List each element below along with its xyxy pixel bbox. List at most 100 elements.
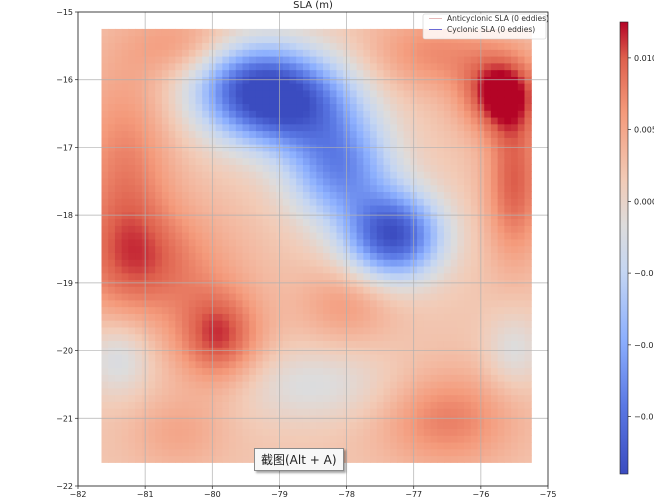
heatmap-cell: [296, 435, 304, 443]
heatmap-cell: [202, 387, 210, 396]
heatmap-cell: [517, 320, 526, 328]
heatmap-cell: [390, 150, 398, 159]
heatmap-cell: [376, 353, 385, 362]
heatmap-cell: [390, 293, 398, 301]
heatmap-cell: [302, 69, 311, 77]
heatmap-cell: [161, 313, 170, 321]
heatmap-cell: [175, 177, 183, 186]
heatmap-cell: [135, 374, 143, 382]
heatmap-cell: [316, 56, 324, 64]
heatmap-cell: [262, 62, 270, 71]
heatmap-cell: [370, 116, 378, 125]
heatmap-cell: [450, 374, 458, 382]
heatmap-cell: [423, 157, 432, 165]
heatmap-cell: [121, 130, 129, 138]
heatmap-cell: [175, 204, 183, 213]
heatmap-cell: [175, 171, 183, 179]
heatmap-cell: [108, 326, 116, 335]
heatmap-cell: [148, 35, 156, 44]
heatmap-cell: [148, 150, 156, 159]
heatmap-cell: [282, 116, 291, 125]
heatmap-cell: [182, 299, 190, 308]
heatmap-cell: [349, 157, 358, 165]
heatmap-cell: [470, 265, 479, 274]
heatmap-cell: [417, 353, 425, 362]
heatmap-cell: [484, 69, 492, 77]
heatmap-cell: [255, 177, 264, 186]
heatmap-cell: [349, 299, 358, 308]
heatmap-cell: [302, 313, 311, 321]
heatmap-cell: [363, 387, 371, 396]
heatmap-cell: [135, 320, 143, 328]
heatmap-cell: [336, 62, 344, 71]
heatmap-cell: [443, 455, 452, 463]
heatmap-cell: [524, 441, 532, 450]
heatmap-cell: [168, 218, 176, 226]
heatmap-cell: [470, 225, 479, 233]
heatmap-cell: [108, 157, 116, 165]
heatmap-cell: [269, 191, 277, 199]
heatmap-cell: [309, 293, 317, 301]
heatmap-cell: [437, 103, 445, 111]
heatmap-cell: [329, 374, 338, 382]
heatmap-cell: [336, 177, 344, 186]
heatmap-cell: [302, 130, 311, 138]
heatmap-cell: [188, 293, 197, 301]
heatmap-cell: [121, 401, 129, 409]
heatmap-cell: [195, 387, 203, 396]
heatmap-cell: [202, 62, 210, 71]
heatmap-cell: [524, 157, 532, 165]
heatmap-cell: [504, 110, 512, 118]
heatmap-cell: [114, 320, 123, 328]
heatmap-cell: [235, 306, 244, 314]
heatmap-cell: [282, 89, 291, 98]
heatmap-cell: [323, 150, 331, 159]
heatmap-cell: [403, 62, 411, 71]
heatmap-cell: [511, 171, 519, 179]
heatmap-cell: [464, 320, 472, 328]
heatmap-cell: [121, 408, 129, 416]
heatmap-cell: [229, 421, 237, 430]
heatmap-cell: [235, 96, 244, 105]
heatmap-cell: [155, 225, 163, 233]
heatmap-cell: [121, 435, 129, 443]
heatmap-cell: [376, 333, 385, 342]
heatmap-cell: [450, 184, 458, 193]
heatmap-cell: [101, 272, 109, 281]
heatmap-cell: [430, 137, 438, 145]
heatmap-cell: [383, 218, 391, 226]
heatmap-cell: [484, 299, 492, 308]
heatmap-cell: [155, 177, 163, 186]
heatmap-cell: [490, 42, 499, 50]
heatmap-cell: [235, 374, 244, 382]
heatmap-cell: [490, 184, 499, 193]
heatmap-cell: [417, 428, 425, 436]
heatmap-cell: [417, 259, 425, 267]
heatmap-cell: [168, 103, 176, 111]
heatmap-cell: [470, 333, 479, 342]
heatmap-cell: [222, 225, 230, 233]
heatmap-cell: [323, 116, 331, 125]
heatmap-cell: [289, 441, 297, 450]
heatmap-cell: [376, 171, 385, 179]
heatmap-cell: [323, 69, 331, 77]
heatmap-cell: [450, 56, 458, 64]
heatmap-cell: [383, 89, 391, 98]
heatmap-cell: [101, 360, 109, 369]
heatmap-cell: [188, 110, 197, 118]
heatmap-cell: [188, 89, 197, 98]
heatmap-cell: [101, 245, 109, 253]
heatmap-cell: [101, 83, 109, 91]
heatmap-cell: [470, 245, 479, 253]
heatmap-cell: [269, 198, 277, 206]
heatmap-cell: [148, 130, 156, 138]
heatmap-cell: [215, 130, 223, 138]
heatmap-cell: [464, 326, 472, 335]
heatmap-cell: [349, 56, 358, 64]
heatmap-cell: [249, 387, 257, 396]
heatmap-cell: [396, 401, 405, 409]
heatmap-cell: [101, 42, 109, 50]
heatmap-cell: [255, 408, 264, 416]
heatmap-cell: [296, 320, 304, 328]
heatmap-cell: [423, 421, 432, 430]
